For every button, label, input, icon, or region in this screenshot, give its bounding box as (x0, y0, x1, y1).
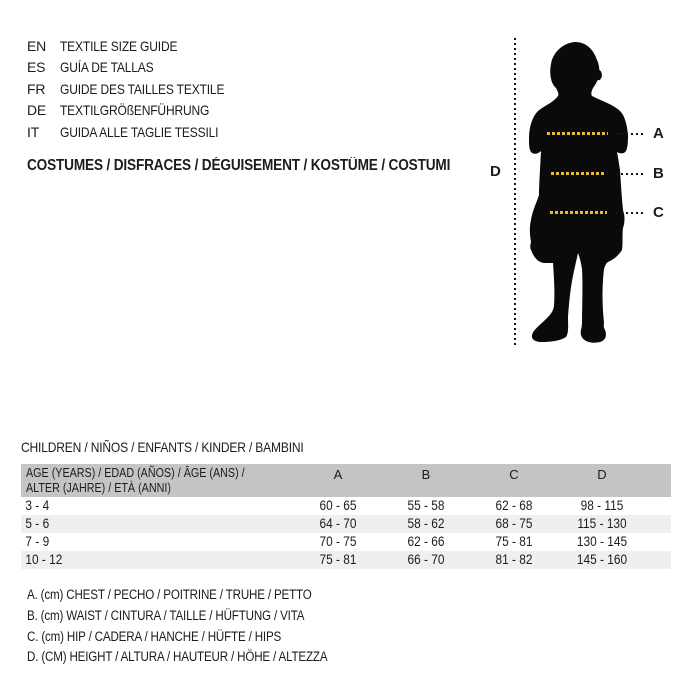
language-row: IT GUIDA ALLE TAGLIE TESSILI (27, 122, 251, 143)
age-cell: 10 - 12 (25, 552, 63, 567)
measurement-legend: A. (cm) CHEST / PECHO / POITRINE / TRUHE… (27, 585, 376, 668)
table-header-row: AGE (YEARS) / EDAD (AÑOS) / ÂGE (ANS) / … (21, 464, 671, 497)
column-header-b: B (421, 467, 431, 482)
height-measure-label: D (490, 163, 501, 180)
child-silhouette-image (529, 42, 628, 343)
hip-leader-dotted-line (616, 212, 646, 214)
language-label: GUÍA DE TALLAS (60, 59, 154, 76)
chest-cell: 60 - 65 (319, 498, 357, 513)
chest-measure-label: A (653, 125, 664, 142)
height-cell: 130 - 145 (576, 534, 628, 549)
waist-measure-label: B (653, 165, 664, 182)
size-table: AGE (YEARS) / EDAD (AÑOS) / ÂGE (ANS) / … (21, 464, 671, 569)
language-code: EN (27, 38, 47, 54)
table-row: 10 - 12 75 - 81 66 - 70 81 - 82 145 - 16… (21, 551, 671, 569)
language-row: ES GUÍA DE TALLAS (27, 57, 251, 78)
legend-hip: C. (cm) HIP / CADERA / HANCHE / HÜFTE / … (27, 628, 282, 644)
chest-cell: 75 - 81 (319, 552, 357, 567)
language-code: DE (27, 102, 47, 119)
column-header-c: C (509, 467, 519, 482)
language-guide-block: EN TEXTILE SIZE GUIDE ES GUÍA DE TALLAS … (27, 36, 251, 143)
waist-cell: 66 - 70 (407, 552, 445, 567)
age-cell: 3 - 4 (25, 498, 50, 513)
height-measure-dotted-line (514, 38, 516, 346)
height-cell: 145 - 160 (576, 552, 628, 567)
age-column-header: AGE (YEARS) / EDAD (AÑOS) / ÂGE (ANS) / … (21, 464, 294, 497)
hip-measure-dashed-line (550, 211, 607, 214)
language-row: FR GUIDE DES TAILLES TEXTILE (27, 79, 251, 100)
waist-cell: 62 - 66 (407, 534, 445, 549)
hip-cell: 62 - 68 (495, 498, 533, 513)
age-cell: 5 - 6 (25, 516, 50, 531)
waist-measure-dashed-line (551, 172, 606, 175)
waist-cell: 58 - 62 (407, 516, 445, 531)
age-cell: 7 - 9 (25, 534, 50, 549)
legend-chest: A. (cm) CHEST / PECHO / POITRINE / TRUHE… (27, 587, 312, 602)
language-code: ES (27, 59, 46, 76)
language-row: DE TEXTILGRÖßENFÜHRUNG (27, 100, 251, 121)
table-section-title: CHILDREN / NIÑOS / ENFANTS / KINDER / BA… (21, 439, 304, 455)
category-title: COSTUMES / DISFRACES / DÉGUISEMENT / KOS… (27, 157, 451, 174)
column-header-d: D (597, 467, 607, 482)
chest-leader-dotted-line (616, 133, 646, 135)
chest-cell: 64 - 70 (319, 516, 357, 531)
waist-leader-dotted-line (616, 173, 646, 175)
age-header-line1: AGE (YEARS) / EDAD (AÑOS) / ÂGE (ANS) / (26, 466, 245, 480)
hip-cell: 68 - 75 (495, 516, 533, 531)
language-code: FR (27, 80, 46, 97)
hip-cell: 81 - 82 (495, 552, 533, 567)
language-label: GUIDE DES TAILLES TEXTILE (60, 80, 225, 97)
age-header-line2: ALTER (JAHRE) / ETÀ (ANNI) (26, 480, 171, 495)
legend-height: D. (CM) HEIGHT / ALTURA / HAUTEUR / HÖHE… (27, 649, 328, 665)
table-row: 7 - 9 70 - 75 62 - 66 75 - 81 130 - 145 (21, 533, 671, 551)
waist-cell: 55 - 58 (407, 498, 445, 513)
height-cell: 115 - 130 (577, 516, 627, 531)
chest-measure-dashed-line (547, 132, 608, 135)
chest-cell: 70 - 75 (319, 534, 357, 549)
language-label: TEXTILGRÖßENFÜHRUNG (60, 102, 210, 119)
language-code: IT (27, 123, 40, 140)
language-label: GUIDA ALLE TAGLIE TESSILI (60, 123, 219, 140)
table-row: 3 - 4 60 - 65 55 - 58 62 - 68 98 - 115 (21, 497, 671, 515)
table-row: 5 - 6 64 - 70 58 - 62 68 - 75 115 - 130 (21, 515, 671, 533)
column-header-a: A (333, 467, 343, 482)
legend-waist: B. (cm) WAIST / CINTURA / TAILLE / HÜFTU… (27, 607, 305, 623)
language-label: TEXTILE SIZE GUIDE (60, 38, 178, 54)
height-cell: 98 - 115 (580, 498, 624, 513)
language-row: EN TEXTILE SIZE GUIDE (27, 36, 251, 57)
hip-cell: 75 - 81 (495, 534, 533, 549)
hip-measure-label: C (653, 204, 664, 221)
